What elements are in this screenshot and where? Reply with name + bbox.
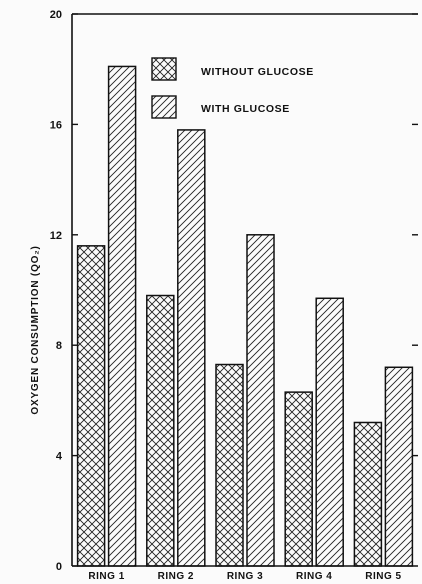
x-category-label: RING 2 xyxy=(158,571,194,582)
bar-ring-1-with-glucose xyxy=(107,65,137,567)
y-tick-label: 12 xyxy=(50,230,62,242)
legend-swatch-with-glucose xyxy=(151,95,177,119)
y-axis: 0 4 8 12 16 20 xyxy=(50,9,418,573)
x-category-label: RING 3 xyxy=(227,571,263,582)
bar-ring-3-with-glucose xyxy=(246,234,275,567)
y-tick-label: 4 xyxy=(56,451,63,463)
x-axis: RING 1 RING 2 RING 3 RING 4 RING 5 xyxy=(72,565,418,582)
bar-ring-2-without-glucose xyxy=(146,294,175,567)
legend-label-without-glucose: WITHOUT GLUCOSE xyxy=(201,66,314,78)
bar-ring-4-with-glucose xyxy=(315,297,344,567)
x-category-label: RING 1 xyxy=(88,571,124,582)
x-category-label: RING 4 xyxy=(296,571,332,582)
legend-label-with-glucose: WITH GLUCOSE xyxy=(201,103,290,115)
legend-swatch-without-glucose xyxy=(151,57,177,81)
bar-ring-3-without-glucose xyxy=(215,363,244,567)
bar-ring-5-without-glucose xyxy=(353,421,383,567)
bar-ring-5-with-glucose xyxy=(384,366,414,567)
bar-ring-2-with-glucose xyxy=(177,129,206,567)
bar-ring-1-without-glucose xyxy=(76,245,106,567)
y-tick-label: 8 xyxy=(56,340,62,352)
y-tick-label: 0 xyxy=(56,561,62,573)
y-tick-label: 16 xyxy=(50,119,62,131)
y-axis-label: OXYGEN CONSUMPTION (QO₂) xyxy=(30,245,41,414)
bar-ring-4-without-glucose xyxy=(284,391,313,567)
y-tick-label: 20 xyxy=(50,9,62,21)
bars xyxy=(76,65,414,567)
legend: WITHOUT GLUCOSE WITH GLUCOSE xyxy=(151,57,314,119)
x-category-label: RING 5 xyxy=(365,571,401,582)
